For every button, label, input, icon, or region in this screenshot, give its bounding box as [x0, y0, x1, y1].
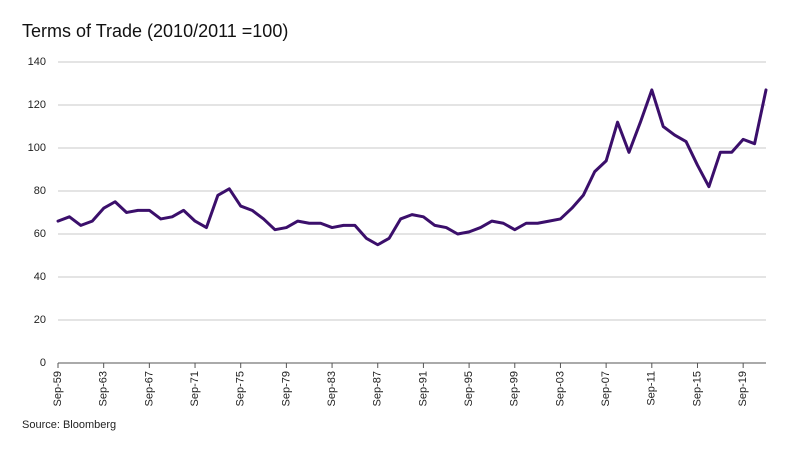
y-tick-label: 20 [34, 314, 46, 326]
source-note: Source: Bloomberg [22, 419, 116, 431]
x-tick-label: Sep-11 [646, 371, 658, 406]
x-tick-label: Sep-63 [98, 371, 110, 406]
y-tick-label: 40 [34, 271, 46, 283]
x-tick-label: Sep-19 [737, 371, 749, 406]
x-tick-label: Sep-07 [600, 371, 612, 406]
y-tick-label: 100 [28, 142, 46, 154]
chart-title: Terms of Trade (2010/2011 =100) [22, 21, 288, 41]
y-tick-label: 80 [34, 185, 46, 197]
y-tick-label: 60 [34, 228, 46, 240]
x-tick-label: Sep-75 [235, 371, 247, 406]
x-tick-label: Sep-71 [189, 371, 201, 406]
x-tick-label: Sep-67 [143, 371, 155, 406]
y-tick-label: 0 [40, 357, 46, 369]
x-tick-label: Sep-79 [280, 371, 292, 406]
y-tick-label: 140 [28, 56, 46, 68]
x-tick-label: Sep-95 [463, 371, 475, 406]
y-tick-label: 120 [28, 99, 46, 111]
x-tick-label: Sep-91 [417, 371, 429, 406]
x-tick-label: Sep-83 [326, 371, 338, 406]
x-tick-label: Sep-87 [372, 371, 384, 406]
x-tick-label: Sep-03 [554, 371, 566, 406]
x-tick-label: Sep-15 [691, 371, 703, 406]
line [56, 88, 768, 247]
x-tick-label: Sep-59 [52, 371, 64, 406]
x-tick-label: Sep-99 [509, 371, 521, 406]
